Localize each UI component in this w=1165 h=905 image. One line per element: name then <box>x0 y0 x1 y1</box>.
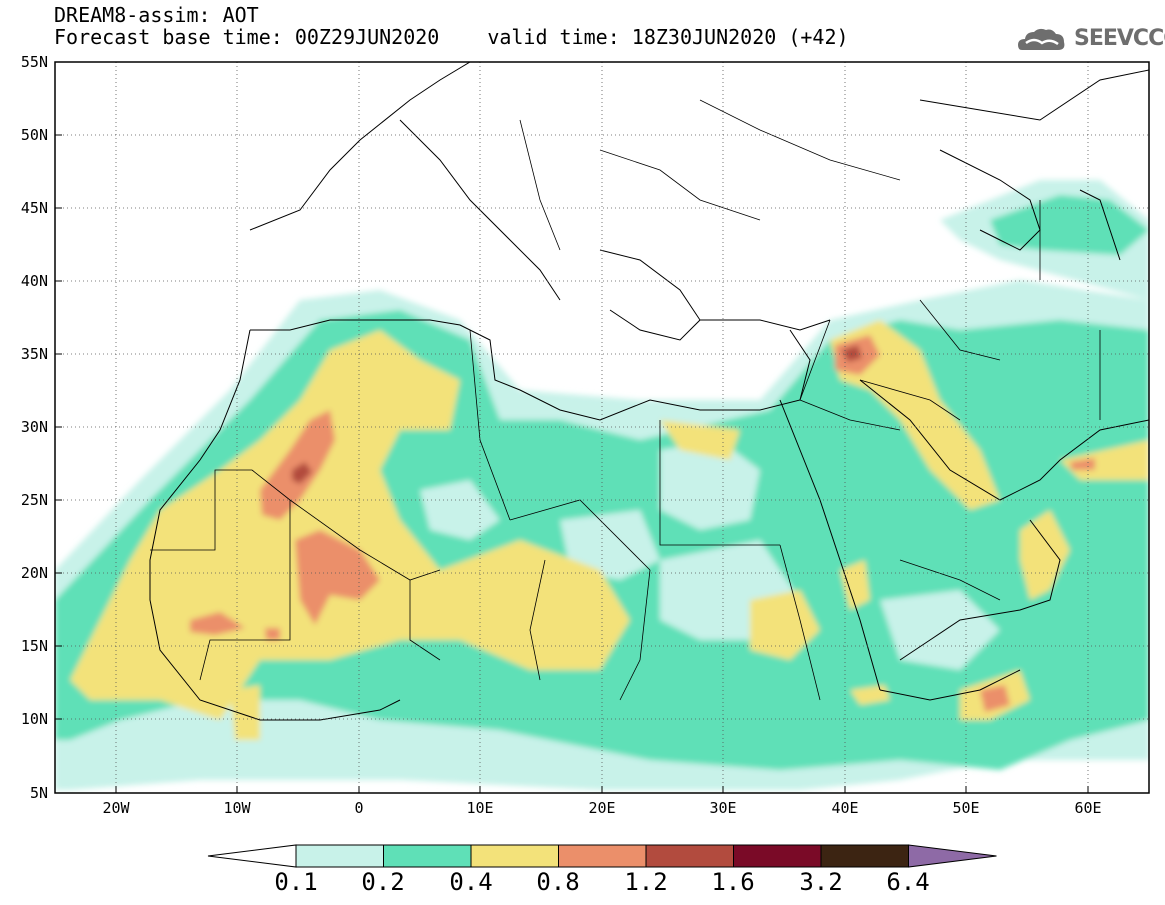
colorbar-label: 0.2 <box>361 868 405 896</box>
aot-field <box>55 180 1149 790</box>
lon-label: 10W <box>223 799 251 817</box>
lat-label: 10N <box>20 710 48 728</box>
lon-label: 30E <box>709 799 737 817</box>
forecast-times: Forecast base time: 00Z29JUN2020 valid ti… <box>54 26 849 48</box>
colorbar-label: 0.8 <box>536 868 580 896</box>
lat-label: 55N <box>20 53 48 71</box>
lon-label: 0 <box>354 799 364 817</box>
lon-label: 40E <box>831 799 859 817</box>
base-time: Forecast base time: 00Z29JUN2020 <box>54 25 440 49</box>
colorbar-label: 3.2 <box>799 868 843 896</box>
valid-time: valid time: 18Z30JUN2020 (+42) <box>487 25 849 49</box>
lon-label: 60E <box>1074 799 1102 817</box>
lon-label: 20E <box>588 799 616 817</box>
lat-label: 20N <box>20 564 48 582</box>
seevccc-logo: SEEVCCC <box>1074 26 1165 51</box>
lat-label: 5N <box>29 784 48 802</box>
map-title: DREAM8-assim: AOT <box>54 3 259 27</box>
lon-label: 10E <box>466 799 494 817</box>
colorbar-label: 1.6 <box>711 868 755 896</box>
cloud-icon <box>1018 28 1065 50</box>
lat-label: 30N <box>20 418 48 436</box>
colorbar-label: 6.4 <box>886 868 930 896</box>
colorbar-label: 0.4 <box>449 868 493 896</box>
lat-label: 45N <box>20 199 48 217</box>
country-borders <box>150 99 1101 701</box>
lat-label: 35N <box>20 345 48 363</box>
lat-label: 50N <box>20 126 48 144</box>
lat-label: 40N <box>20 272 48 290</box>
lat-label: 25N <box>20 491 48 509</box>
colorbar-label: 1.2 <box>624 868 668 896</box>
lat-label: 15N <box>20 637 48 655</box>
lon-label: 20W <box>102 799 130 817</box>
colorbar-label: 0.1 <box>274 868 318 896</box>
lon-label: 50E <box>952 799 980 817</box>
coastlines <box>149 62 1149 721</box>
